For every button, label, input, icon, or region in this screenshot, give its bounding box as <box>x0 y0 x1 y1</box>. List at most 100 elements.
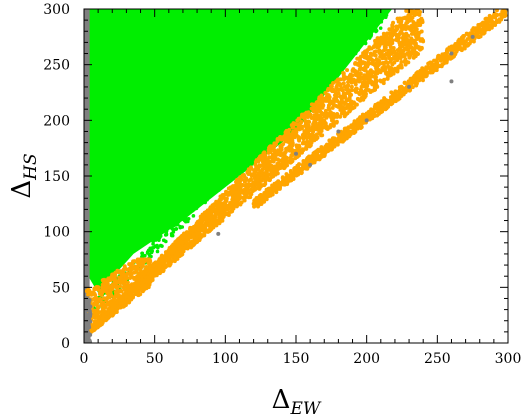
orange-point <box>330 105 335 110</box>
orange-point <box>414 71 419 76</box>
orange-point <box>401 52 406 57</box>
orange-point <box>85 288 90 293</box>
y-tick-label: 300 <box>43 2 70 18</box>
orange-point <box>395 16 400 21</box>
gray-point <box>407 84 412 89</box>
y-tick-label: 50 <box>52 280 70 296</box>
orange-point <box>361 84 366 89</box>
green-point <box>225 172 230 176</box>
orange-point <box>380 109 385 114</box>
green-point <box>270 134 274 138</box>
orange-point <box>147 261 152 266</box>
orange-point <box>408 50 413 55</box>
orange-point <box>194 221 199 226</box>
orange-point <box>275 137 280 142</box>
green-point <box>147 252 152 257</box>
orange-point <box>374 57 379 62</box>
orange-point <box>252 203 257 208</box>
green-point <box>351 48 356 52</box>
orange-point <box>477 23 482 28</box>
green-point <box>343 59 348 63</box>
orange-point <box>120 304 125 309</box>
green-point <box>157 238 161 242</box>
green-point <box>282 118 287 123</box>
orange-point <box>230 200 235 205</box>
gray-point <box>449 51 454 56</box>
orange-point <box>146 268 151 273</box>
green-point <box>169 231 174 236</box>
orange-point <box>267 186 272 191</box>
orange-point <box>455 42 460 47</box>
orange-point <box>481 20 486 25</box>
orange-point <box>269 166 274 171</box>
orange-point <box>418 38 423 43</box>
orange-point <box>399 25 404 30</box>
green-point <box>211 191 215 196</box>
orange-point <box>255 199 260 204</box>
orange-point <box>382 47 387 52</box>
green-point <box>234 164 239 168</box>
orange-point <box>250 189 255 194</box>
orange-point <box>92 291 97 296</box>
orange-point <box>330 138 335 143</box>
green-point <box>264 127 269 131</box>
orange-point <box>170 245 175 250</box>
orange-point <box>357 61 362 66</box>
orange-point <box>344 126 349 131</box>
orange-point <box>105 281 110 286</box>
orange-point <box>379 52 384 57</box>
green-point <box>333 64 338 69</box>
green-point <box>252 149 256 154</box>
orange-point <box>418 47 423 52</box>
orange-point <box>277 165 282 170</box>
orange-point <box>354 86 359 91</box>
green-point <box>140 251 144 256</box>
orange-point <box>347 95 352 100</box>
green-point <box>319 75 324 79</box>
orange-point <box>464 31 469 36</box>
gray-point <box>88 304 93 309</box>
green-point <box>313 78 318 82</box>
orange-point <box>418 70 423 75</box>
orange-point <box>174 256 179 261</box>
y-tick-label: 150 <box>43 169 70 185</box>
orange-point <box>325 126 330 131</box>
orange-point <box>223 204 228 209</box>
orange-point <box>442 51 447 56</box>
orange-point <box>394 34 399 39</box>
orange-point <box>224 189 229 194</box>
green-point <box>220 184 225 189</box>
orange-point <box>301 140 306 145</box>
orange-point <box>142 271 147 276</box>
green-point <box>255 149 260 153</box>
orange-point <box>415 37 420 42</box>
orange-point <box>127 300 132 305</box>
orange-point <box>272 141 277 146</box>
orange-point <box>399 65 404 70</box>
orange-point <box>101 279 106 284</box>
gray-point <box>84 302 88 307</box>
orange-point <box>348 72 353 77</box>
orange-point <box>327 145 332 150</box>
orange-point <box>369 107 374 112</box>
orange-point <box>331 80 336 85</box>
orange-point <box>297 162 302 167</box>
green-point <box>178 224 182 229</box>
orange-point <box>174 242 179 247</box>
orange-point <box>369 79 374 84</box>
green-point <box>327 65 332 69</box>
orange-point <box>237 190 242 195</box>
orange-point <box>140 264 145 269</box>
orange-point <box>349 92 354 97</box>
orange-point <box>223 196 228 201</box>
y-tick-label: 200 <box>43 113 70 129</box>
orange-point <box>358 71 363 76</box>
orange-point <box>234 182 239 187</box>
green-point <box>318 72 323 76</box>
orange-point <box>395 95 400 100</box>
orange-point <box>363 80 368 85</box>
gray-point <box>336 129 341 134</box>
orange-point <box>264 167 269 172</box>
orange-point <box>350 100 355 105</box>
green-point <box>322 82 327 86</box>
